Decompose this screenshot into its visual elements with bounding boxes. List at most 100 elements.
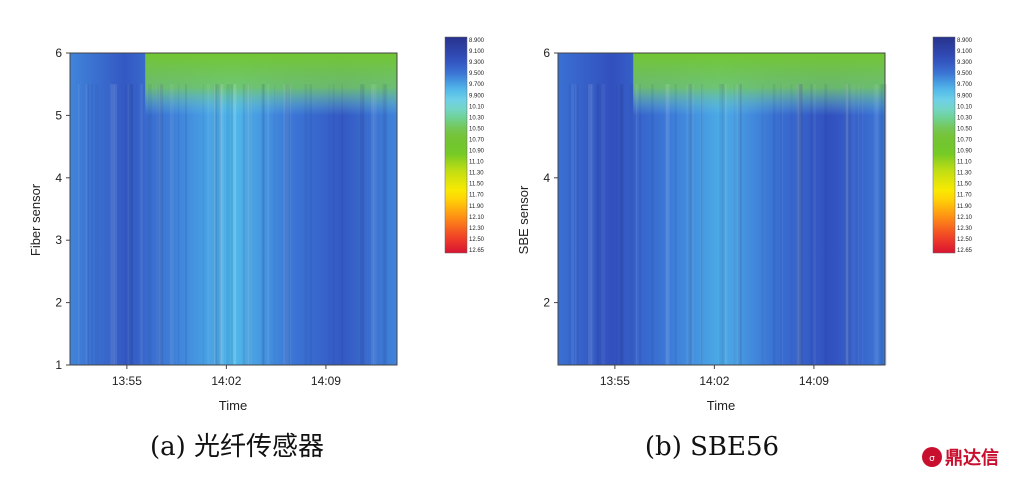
colorbar-scale — [932, 36, 956, 254]
warm-surface-layer — [145, 53, 397, 116]
heatmap-streak — [125, 84, 127, 365]
x-tick-label: 14:02 — [211, 374, 241, 388]
plot-frame-b — [557, 52, 886, 366]
watermark-logo: σ 鼎达信 — [922, 447, 999, 469]
heatmap-streak — [135, 84, 139, 365]
heatmap-streak — [586, 84, 589, 365]
heatmap-streak — [245, 84, 250, 365]
y-tick-label: 2 — [55, 296, 62, 310]
heatmap-streak — [341, 84, 344, 365]
heatmap-streak — [691, 84, 694, 365]
axis-ticks-b: 2 4 6 13:55 14:02 14:09 — [543, 46, 829, 388]
heatmap-streak — [620, 84, 623, 365]
heatmap-streak — [701, 84, 705, 365]
heatmap-streak — [110, 84, 115, 365]
warm-surface-layer — [633, 53, 885, 116]
heatmap-b — [558, 53, 888, 365]
colorbar-label: 9.900 — [469, 93, 485, 99]
y-tick-label: 4 — [55, 171, 62, 185]
heatmap-streak — [719, 84, 723, 365]
colorbar-label: 10.30 — [469, 115, 485, 121]
heatmap-streak — [160, 84, 163, 365]
heatmap-streak — [178, 84, 180, 365]
heatmap-streak — [125, 84, 130, 365]
colorbar-label: 10.90 — [469, 149, 485, 155]
heatmap-streak — [219, 84, 222, 365]
heatmap-streak — [234, 84, 237, 365]
logo-icon-glyph: σ — [929, 454, 935, 464]
colorbar-label: 9.100 — [469, 49, 485, 55]
heatmap-streak — [248, 84, 251, 365]
heatmap-streak — [780, 84, 782, 365]
heatmap-streak — [362, 84, 366, 365]
heatmap-streak — [114, 84, 117, 365]
heatmap-streak — [797, 84, 801, 365]
heatmap-streak — [845, 84, 850, 365]
heatmap-streak — [811, 84, 813, 365]
heatmap-streak — [285, 84, 287, 365]
heatmap-streak — [571, 84, 575, 365]
heatmap-streak — [85, 84, 88, 365]
y-tick-label: 2 — [543, 296, 550, 310]
heatmap-streak — [798, 84, 803, 365]
colorbar-label: 8.900 — [469, 38, 485, 44]
x-tick-label: 13:55 — [112, 374, 142, 388]
colorbar-label: 9.700 — [957, 82, 973, 88]
colorbar-label: 12.30 — [957, 226, 973, 232]
heatmap-streak — [245, 84, 248, 365]
heatmap-streak — [309, 84, 312, 365]
x-tick-label: 14:09 — [799, 374, 829, 388]
heatmap-streak — [790, 84, 793, 365]
heatmap-streak — [219, 84, 224, 365]
heatmap-streak — [185, 84, 188, 365]
heatmap-streak — [251, 84, 253, 365]
colorbar-scale — [444, 36, 468, 254]
heatmap-streak — [782, 84, 784, 365]
heatmap-streak — [261, 84, 264, 365]
heatmap-streak — [664, 84, 669, 365]
y-tick-label: 4 — [543, 171, 550, 185]
heatmap-streak — [111, 84, 115, 365]
colorbar-a: 8.900 9.100 9.300 9.500 9.700 9.900 10.10 10.30… — [444, 36, 485, 254]
colorbar-label: 11.10 — [957, 160, 972, 166]
heatmap-streak — [130, 84, 133, 365]
heatmap-streak — [360, 84, 364, 365]
x-tick-label: 13:55 — [600, 374, 630, 388]
heatmap-streak — [721, 84, 725, 365]
caption-a: (a) 光纤传感器 — [150, 432, 324, 462]
heatmap-streak — [861, 84, 864, 365]
heatmap-streak — [772, 84, 774, 365]
heatmap-streak — [761, 84, 764, 365]
colorbar-label: 9.500 — [957, 71, 973, 77]
heatmap-streak — [248, 84, 253, 365]
heatmap-streak — [207, 84, 210, 365]
heatmap-streak — [876, 84, 878, 365]
colorbar-label: 11.70 — [957, 193, 972, 199]
heatmap-streak — [736, 84, 741, 365]
heatmap-streak — [799, 84, 803, 365]
heatmap-streak — [332, 84, 335, 365]
heatmap-streak — [687, 84, 690, 365]
heatmap-streak — [700, 84, 704, 365]
panel-b: 2 4 6 13:55 14:02 14:09 Time SBE sensor 8.900… — [516, 36, 973, 462]
heatmap-streak — [370, 84, 374, 365]
colorbar-b: 8.900 9.100 9.300 9.500 9.700 9.900 10.10 10.30… — [932, 36, 973, 254]
plot-frame-a — [69, 52, 398, 366]
watermark-text: 鼎达信 — [945, 447, 999, 469]
heatmap-streak — [382, 84, 385, 365]
colorbar-label: 11.90 — [957, 204, 972, 210]
heatmap-streak — [228, 84, 231, 365]
heatmap-streak — [690, 84, 693, 365]
heatmap-streak — [274, 84, 276, 365]
heatmap-streak — [283, 84, 286, 365]
heatmap-streak — [635, 84, 639, 365]
heatmap-streak — [732, 84, 735, 365]
heatmap-streak — [286, 84, 289, 365]
heatmap-streak — [213, 84, 218, 365]
heatmap-streak — [575, 84, 577, 365]
colorbar-label: 8.900 — [957, 38, 973, 44]
colorbar-label: 9.300 — [957, 60, 973, 66]
heatmap-streak — [858, 84, 860, 365]
